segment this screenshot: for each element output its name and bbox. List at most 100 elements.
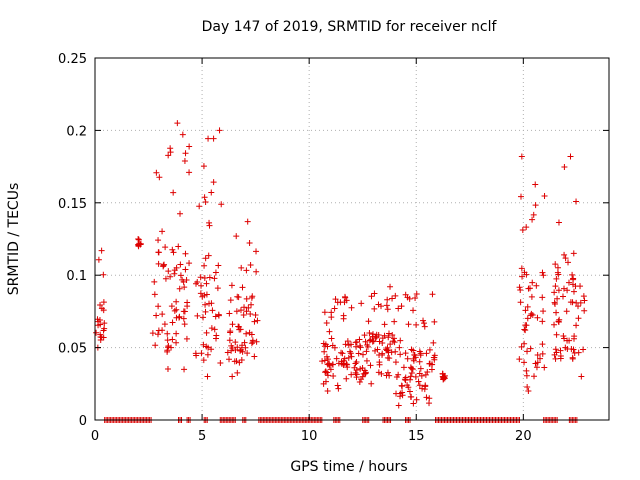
data-point — [379, 350, 386, 357]
data-point — [426, 346, 433, 353]
data-point — [358, 300, 365, 307]
data-point — [100, 327, 107, 334]
data-point — [571, 335, 578, 342]
data-point — [186, 169, 193, 176]
data-point — [151, 278, 158, 285]
data-point — [431, 356, 438, 363]
data-point — [208, 189, 215, 196]
data-point — [363, 348, 370, 355]
data-point — [372, 347, 379, 354]
data-point — [180, 315, 187, 322]
data-point — [518, 343, 525, 350]
data-point — [243, 267, 250, 274]
data-point — [439, 370, 446, 377]
data-point — [218, 201, 225, 208]
data-point — [202, 301, 209, 308]
data-point — [565, 259, 572, 266]
data-point — [177, 261, 184, 268]
data-point — [533, 282, 540, 289]
data-point — [384, 296, 391, 303]
data-point — [399, 383, 406, 390]
data-point — [369, 333, 376, 340]
data-point — [155, 327, 162, 334]
x-axis-label: GPS time / hours — [290, 459, 407, 475]
data-point — [561, 163, 568, 170]
data-point — [393, 374, 400, 381]
data-point — [581, 297, 588, 304]
data-point — [392, 359, 399, 366]
data-point — [162, 275, 169, 282]
data-point — [343, 375, 350, 382]
y-axis-label: SRMTID / TECUs — [6, 183, 22, 296]
data-point — [407, 373, 414, 380]
data-point — [551, 299, 558, 306]
data-point — [357, 344, 364, 351]
data-point — [243, 295, 250, 302]
data-point — [525, 388, 532, 395]
data-point — [413, 291, 420, 298]
data-point — [415, 378, 422, 385]
data-point — [539, 318, 546, 325]
data-point — [216, 127, 223, 134]
data-point — [387, 341, 394, 348]
data-point — [392, 292, 399, 299]
data-point — [559, 293, 566, 300]
data-point — [201, 262, 208, 269]
y-tick-label: 0.25 — [58, 52, 87, 67]
data-point — [345, 354, 352, 361]
data-point — [252, 311, 259, 318]
data-point — [400, 364, 407, 371]
data-point — [351, 364, 358, 371]
data-point — [345, 342, 352, 349]
data-point — [376, 338, 383, 345]
data-point — [556, 316, 563, 323]
data-point — [575, 303, 582, 310]
y-tick-label: 0.15 — [58, 197, 87, 212]
data-point — [321, 357, 328, 364]
data-point — [253, 248, 260, 255]
data-point — [517, 193, 524, 200]
data-point — [397, 337, 404, 344]
data-point — [327, 366, 334, 373]
data-point — [581, 307, 588, 314]
data-point — [365, 318, 372, 325]
data-point — [201, 292, 208, 299]
data-point — [366, 337, 373, 344]
data-point — [170, 249, 177, 256]
data-point — [569, 354, 576, 361]
data-point — [161, 321, 168, 328]
data-point — [183, 276, 190, 283]
data-point — [522, 307, 529, 314]
data-point — [169, 246, 176, 253]
data-point — [374, 346, 381, 353]
data-point — [356, 336, 363, 343]
data-point — [241, 339, 248, 346]
data-point — [321, 348, 328, 355]
data-point — [200, 341, 207, 348]
data-point — [228, 347, 235, 354]
data-point — [553, 309, 560, 316]
data-point — [422, 371, 429, 378]
data-point — [531, 373, 538, 380]
data-point — [171, 270, 178, 277]
data-point — [241, 304, 248, 311]
data-point — [341, 293, 348, 300]
data-point — [410, 347, 417, 354]
data-point — [247, 311, 254, 318]
data-point — [529, 216, 536, 223]
data-point — [342, 341, 349, 348]
data-point — [346, 348, 353, 355]
data-point — [156, 174, 163, 181]
y-tick-label: 0 — [79, 414, 87, 429]
x-tick-label: 15 — [408, 429, 425, 444]
data-point — [330, 372, 337, 379]
data-point — [186, 143, 193, 150]
data-point — [375, 369, 382, 376]
data-point — [419, 385, 426, 392]
data-point — [410, 357, 417, 364]
data-point — [324, 356, 331, 363]
data-point — [532, 181, 539, 188]
data-point — [181, 366, 188, 373]
data-point — [353, 358, 360, 365]
